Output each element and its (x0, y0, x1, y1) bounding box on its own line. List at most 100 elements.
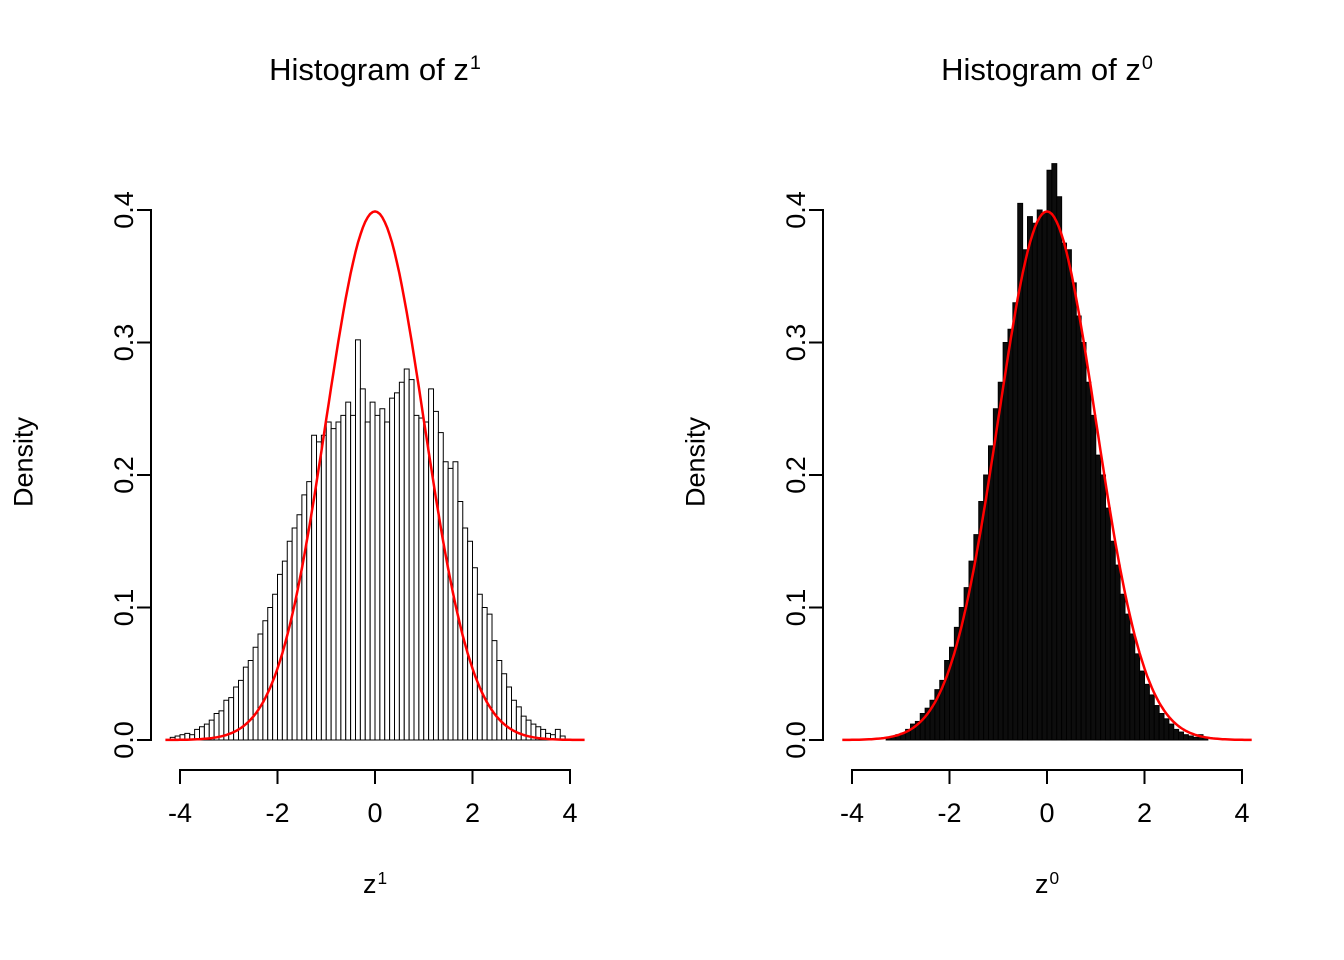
histogram-bar (447, 467, 454, 741)
density-curve (842, 210, 1252, 742)
histogram-bar (1158, 713, 1165, 741)
histogram-bar (1056, 196, 1063, 741)
y-axis: 0.0 0.1 0.2 0.3 0.4 (781, 191, 824, 759)
x-axis-label-z1: z1 (363, 867, 388, 900)
histogram-bar (1027, 216, 1033, 741)
x-tick-label: 0 (1039, 798, 1054, 828)
xlabel-text: z (1034, 869, 1049, 899)
histogram-bar (496, 660, 503, 741)
histogram-bar (1173, 728, 1180, 741)
y-tick-label: 0.0 (781, 721, 811, 759)
histogram-bar (481, 607, 488, 741)
y-tick-label: 0.3 (781, 324, 811, 362)
title-text: Histogram of z (941, 52, 1141, 87)
histogram-bar (1061, 242, 1068, 741)
density-curve (165, 210, 585, 742)
x-axis: -4 -2 0 2 4 (168, 769, 578, 828)
histogram-bar (1144, 683, 1150, 741)
panel-z0: -4 -2 0 2 4 0.0 0.1 0.2 0.3 0.4 Histogram of z0 D… (672, 0, 1344, 960)
x-tick-label: 4 (1234, 798, 1249, 828)
histogram-bar (997, 381, 1004, 741)
histogram-bar (988, 445, 994, 741)
histogram-bar (1119, 593, 1126, 741)
histogram-bar (428, 388, 435, 741)
histogram-bar (1022, 249, 1029, 741)
histogram-bar (1163, 718, 1170, 741)
y-tick-label: 0.4 (781, 191, 811, 229)
histogram-bar (1031, 222, 1038, 741)
histogram-bar (442, 461, 449, 741)
histogram-bar (1066, 249, 1072, 741)
histogram-bar (1109, 540, 1116, 741)
panel-title-z1: Histogram of z1 (269, 52, 481, 88)
histogram-bar (242, 666, 249, 741)
histogram-bar (1178, 731, 1185, 741)
histogram-bar (506, 686, 513, 741)
title-superscript: 1 (469, 52, 481, 75)
histogram-bar (491, 640, 498, 741)
histogram-bar (1090, 414, 1097, 741)
histogram-bar (1085, 381, 1092, 741)
y-axis-label-z0: Density (680, 416, 711, 508)
histogram-bar (511, 699, 517, 741)
histogram-bar (286, 540, 293, 741)
histogram-bar (1002, 342, 1009, 741)
xlabel-superscript: 1 (377, 867, 388, 888)
histogram-bar (359, 388, 366, 741)
histogram-bar (1036, 209, 1043, 741)
histogram-bar (1129, 633, 1136, 741)
histogram-bar (325, 421, 332, 741)
histogram-bar (316, 441, 322, 741)
histogram-bar (486, 613, 493, 741)
histogram-bar (1168, 723, 1175, 741)
histogram-bar (384, 421, 391, 741)
histogram-bar (394, 392, 400, 741)
y-tick-label: 0.1 (109, 589, 139, 627)
histogram-bar (418, 417, 425, 741)
x-tick-label: -2 (265, 798, 289, 828)
histogram-bar (1187, 735, 1194, 741)
histogram-bar (1041, 212, 1048, 741)
histogram-bar (501, 673, 508, 741)
x-axis: -4 -2 0 2 4 (840, 769, 1250, 828)
histogram-bar (476, 593, 483, 741)
title-superscript: 0 (1141, 52, 1153, 75)
y-tick-label: 0.4 (109, 191, 139, 229)
histogram-bars (885, 163, 1209, 741)
histogram-bar (1192, 736, 1199, 741)
histogram-bar (238, 679, 244, 741)
histogram-bar (1134, 653, 1141, 741)
histogram-bar (1046, 169, 1053, 741)
histogram-bar (1012, 302, 1019, 741)
histogram-bar (1100, 474, 1107, 741)
histogram-bar (335, 421, 342, 741)
x-tick-label: 2 (465, 798, 480, 828)
histogram-bar (364, 421, 371, 741)
histogram-bar (257, 633, 264, 741)
histogram-bar (374, 414, 381, 741)
y-tick-label: 0.3 (109, 324, 139, 362)
histogram-bar (1114, 564, 1121, 741)
histogram-bar (320, 434, 327, 741)
histogram-bar (1070, 282, 1077, 741)
panel-z1: -4 -2 0 2 4 0.0 0.1 0.2 0.3 0.4 Histogram of z1 D… (9, 52, 585, 900)
histogram-bar (1124, 613, 1131, 741)
x-tick-label: -4 (840, 798, 864, 828)
histogram-bar (413, 414, 420, 741)
histogram-bar (1153, 705, 1160, 741)
histogram-bar (437, 432, 444, 741)
x-axis-label-z0: z0 (1034, 868, 1059, 900)
y-tick-label: 0.1 (781, 589, 811, 627)
y-tick-label: 0.2 (781, 456, 811, 494)
histogram-bar (992, 408, 999, 741)
histogram-bar (433, 410, 439, 741)
histogram-bars (169, 339, 566, 741)
histogram-bar (423, 421, 430, 741)
y-tick-label: 0.2 (109, 456, 139, 494)
histogram-bar (1075, 315, 1082, 741)
histogram-bar (1105, 507, 1111, 741)
histogram-bar (291, 527, 298, 741)
y-tick-label: 0.0 (109, 721, 139, 759)
x-tick-label: 4 (562, 798, 577, 828)
